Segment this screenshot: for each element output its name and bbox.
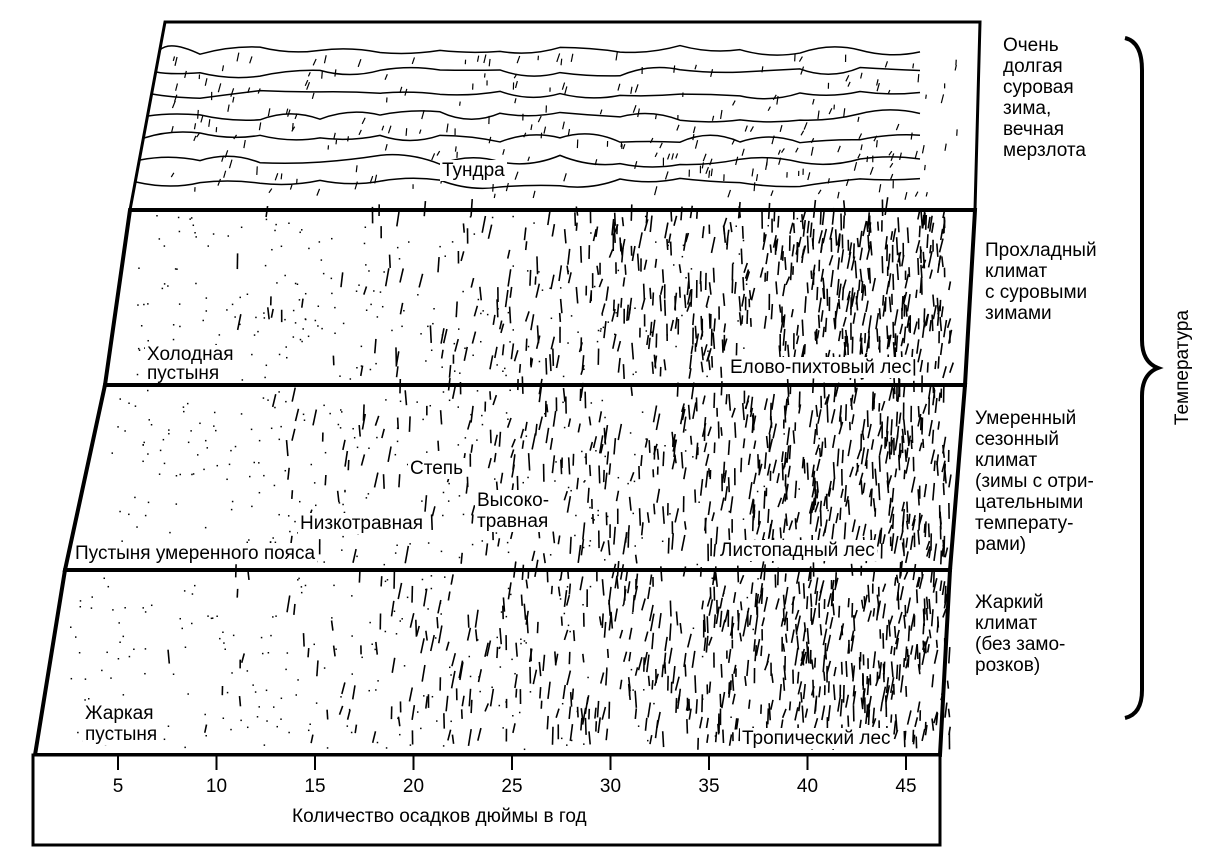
label-deciduous-forest: Листопадный лес	[718, 540, 877, 561]
label-steppe: Степь	[408, 458, 465, 479]
label-short-grass: Низкотравная	[298, 513, 425, 534]
climate-label-hot: Жаркий климат (без замо- розков)	[975, 592, 1066, 676]
axis-tick-label: 45	[895, 776, 917, 797]
axis-tick-label: 10	[205, 776, 228, 797]
climate-label-very-cold: Очень долгая суровая зима, вечная мерзло…	[1003, 35, 1086, 161]
vegetation-texture	[70, 44, 958, 751]
temperature-brace	[1124, 36, 1164, 720]
label-hot-desert: Жаркая пустыня	[83, 703, 160, 745]
axis-tick-label: 5	[112, 776, 124, 797]
axis-tick-label: 15	[304, 776, 326, 797]
label-cold-desert: Холодная пустыня	[145, 344, 236, 384]
label-tropical-forest: Тропический лес	[740, 728, 893, 749]
temperature-label: Температура	[1172, 310, 1193, 426]
label-tundra: Тундра	[440, 160, 507, 181]
climate-label-temperate: Умеренный сезонный климат (зимы с отри- …	[975, 408, 1094, 555]
label-spruce-fir-forest: Елово-пихтовый лес	[728, 357, 914, 378]
axis-ticks	[117, 756, 907, 770]
axis-title: Количество осадков дюймы в год	[292, 806, 587, 827]
axis-tick-label: 35	[698, 776, 720, 797]
label-tall-grass: Высоко- травная	[475, 490, 552, 532]
axis-box	[31, 753, 942, 847]
axis-tick-label: 40	[796, 776, 819, 797]
climate-label-cool: Прохладный климат с суровыми зимами	[985, 240, 1097, 324]
axis-tick-label: 25	[501, 776, 523, 797]
label-temperate-desert: Пустыня умеренного пояса	[73, 543, 318, 564]
axis-tick-label: 20	[402, 776, 425, 797]
axis-tick-label: 30	[599, 776, 622, 797]
